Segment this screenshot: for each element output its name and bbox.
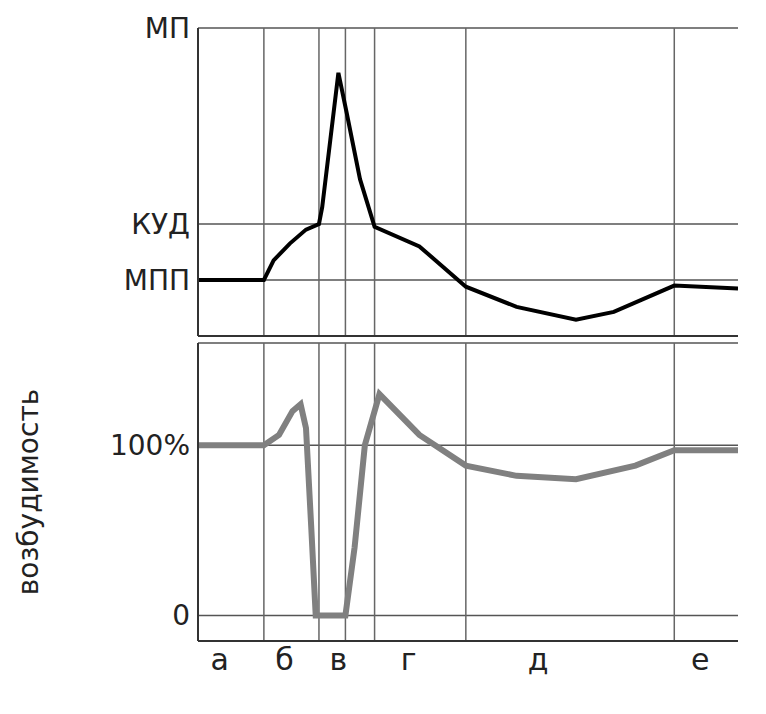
svg-text:е: е <box>691 642 709 677</box>
svg-text:100%: 100% <box>110 429 190 462</box>
svg-text:б: б <box>275 642 294 677</box>
svg-text:д: д <box>528 642 549 677</box>
svg-text:КУД: КУД <box>131 208 190 241</box>
svg-text:МП: МП <box>145 12 190 45</box>
svg-text:МПП: МПП <box>124 264 190 297</box>
svg-text:г: г <box>401 642 417 677</box>
svg-text:возбудимость: возбудимость <box>12 389 45 595</box>
svg-text:в: в <box>330 642 348 677</box>
svg-text:0: 0 <box>172 599 190 632</box>
svg-text:а: а <box>210 642 228 677</box>
